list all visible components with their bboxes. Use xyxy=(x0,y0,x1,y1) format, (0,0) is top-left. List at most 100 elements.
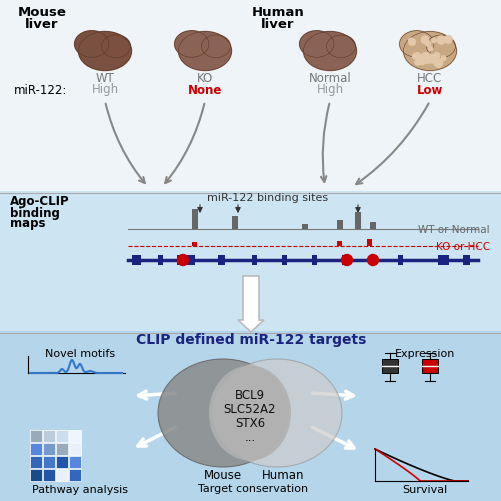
Bar xyxy=(381,359,397,373)
Bar xyxy=(217,256,224,266)
Text: SLC52A2: SLC52A2 xyxy=(223,403,276,416)
Text: WT or Normal: WT or Normal xyxy=(417,224,489,234)
Text: Novel motifs: Novel motifs xyxy=(45,348,115,358)
Bar xyxy=(30,456,42,468)
Bar xyxy=(56,469,68,481)
Bar xyxy=(43,469,55,481)
Text: High: High xyxy=(316,83,343,96)
Bar xyxy=(177,256,194,266)
Text: binding: binding xyxy=(10,206,60,219)
Bar xyxy=(231,216,237,229)
Bar xyxy=(437,256,448,266)
Circle shape xyxy=(427,56,435,64)
Bar xyxy=(421,359,437,373)
Text: WT: WT xyxy=(95,71,114,84)
Text: Survival: Survival xyxy=(402,484,447,494)
Text: Human: Human xyxy=(261,468,304,481)
Circle shape xyxy=(440,57,445,62)
Ellipse shape xyxy=(201,36,230,59)
Bar xyxy=(0,331,501,501)
Ellipse shape xyxy=(426,36,454,59)
Circle shape xyxy=(408,40,415,46)
Circle shape xyxy=(425,43,430,47)
Circle shape xyxy=(421,54,428,62)
Circle shape xyxy=(424,58,430,65)
Bar xyxy=(462,256,469,266)
Bar xyxy=(0,191,501,333)
Circle shape xyxy=(423,54,430,61)
Bar xyxy=(56,443,68,455)
Text: Target conservation: Target conservation xyxy=(197,483,308,493)
Text: Mouse: Mouse xyxy=(18,6,66,19)
Text: liver: liver xyxy=(261,18,294,31)
Bar xyxy=(43,456,55,468)
Text: Normal: Normal xyxy=(308,71,351,84)
Circle shape xyxy=(433,60,442,68)
Text: None: None xyxy=(187,83,222,96)
Text: High: High xyxy=(91,83,118,96)
Bar xyxy=(30,430,42,442)
Ellipse shape xyxy=(211,359,341,467)
Bar xyxy=(191,209,197,229)
Circle shape xyxy=(408,39,413,44)
Bar xyxy=(397,256,402,266)
Text: BCL9: BCL9 xyxy=(234,389,265,402)
Bar xyxy=(192,242,197,246)
Circle shape xyxy=(431,58,435,63)
Bar xyxy=(0,0,501,193)
Circle shape xyxy=(443,37,451,44)
Ellipse shape xyxy=(101,36,130,59)
Text: Low: Low xyxy=(416,83,442,96)
Circle shape xyxy=(428,48,432,52)
Ellipse shape xyxy=(174,32,208,58)
Bar xyxy=(354,212,360,229)
Text: Mouse: Mouse xyxy=(203,468,241,481)
Bar xyxy=(43,443,55,455)
Circle shape xyxy=(431,58,435,62)
Text: ...: ... xyxy=(244,431,255,443)
Bar xyxy=(69,469,81,481)
Ellipse shape xyxy=(303,33,356,71)
Text: HCC: HCC xyxy=(416,71,442,84)
Text: Human: Human xyxy=(251,6,304,19)
Bar xyxy=(43,430,55,442)
Bar xyxy=(282,256,287,266)
Circle shape xyxy=(367,255,378,266)
Circle shape xyxy=(341,255,352,266)
Bar xyxy=(132,256,141,266)
Bar xyxy=(337,241,342,246)
Circle shape xyxy=(414,61,419,66)
Bar xyxy=(69,456,81,468)
Bar xyxy=(30,443,42,455)
Bar xyxy=(336,220,342,229)
Text: CLIP defined miR-122 targets: CLIP defined miR-122 targets xyxy=(136,332,365,346)
Bar xyxy=(341,256,348,266)
Bar xyxy=(158,256,163,266)
Circle shape xyxy=(418,59,425,66)
Bar xyxy=(69,430,81,442)
Ellipse shape xyxy=(158,359,288,467)
Bar xyxy=(369,222,375,229)
Text: Expression: Expression xyxy=(394,348,454,358)
Ellipse shape xyxy=(75,32,109,58)
Text: maps: maps xyxy=(10,217,46,230)
Circle shape xyxy=(432,54,439,60)
Bar xyxy=(30,469,42,481)
Ellipse shape xyxy=(299,32,333,58)
Circle shape xyxy=(436,37,444,45)
Ellipse shape xyxy=(403,33,455,71)
Text: Pathway analysis: Pathway analysis xyxy=(32,484,128,494)
Text: KO or HCC: KO or HCC xyxy=(435,241,489,252)
Bar xyxy=(252,256,257,266)
Circle shape xyxy=(413,54,419,60)
Circle shape xyxy=(420,37,428,44)
Bar xyxy=(367,239,372,246)
Ellipse shape xyxy=(178,33,231,71)
Ellipse shape xyxy=(208,366,291,460)
Text: Ago-CLIP: Ago-CLIP xyxy=(10,195,70,208)
Text: STX6: STX6 xyxy=(234,417,265,430)
Bar xyxy=(302,224,308,229)
Circle shape xyxy=(177,255,188,266)
FancyArrow shape xyxy=(237,277,264,332)
Circle shape xyxy=(412,54,417,60)
